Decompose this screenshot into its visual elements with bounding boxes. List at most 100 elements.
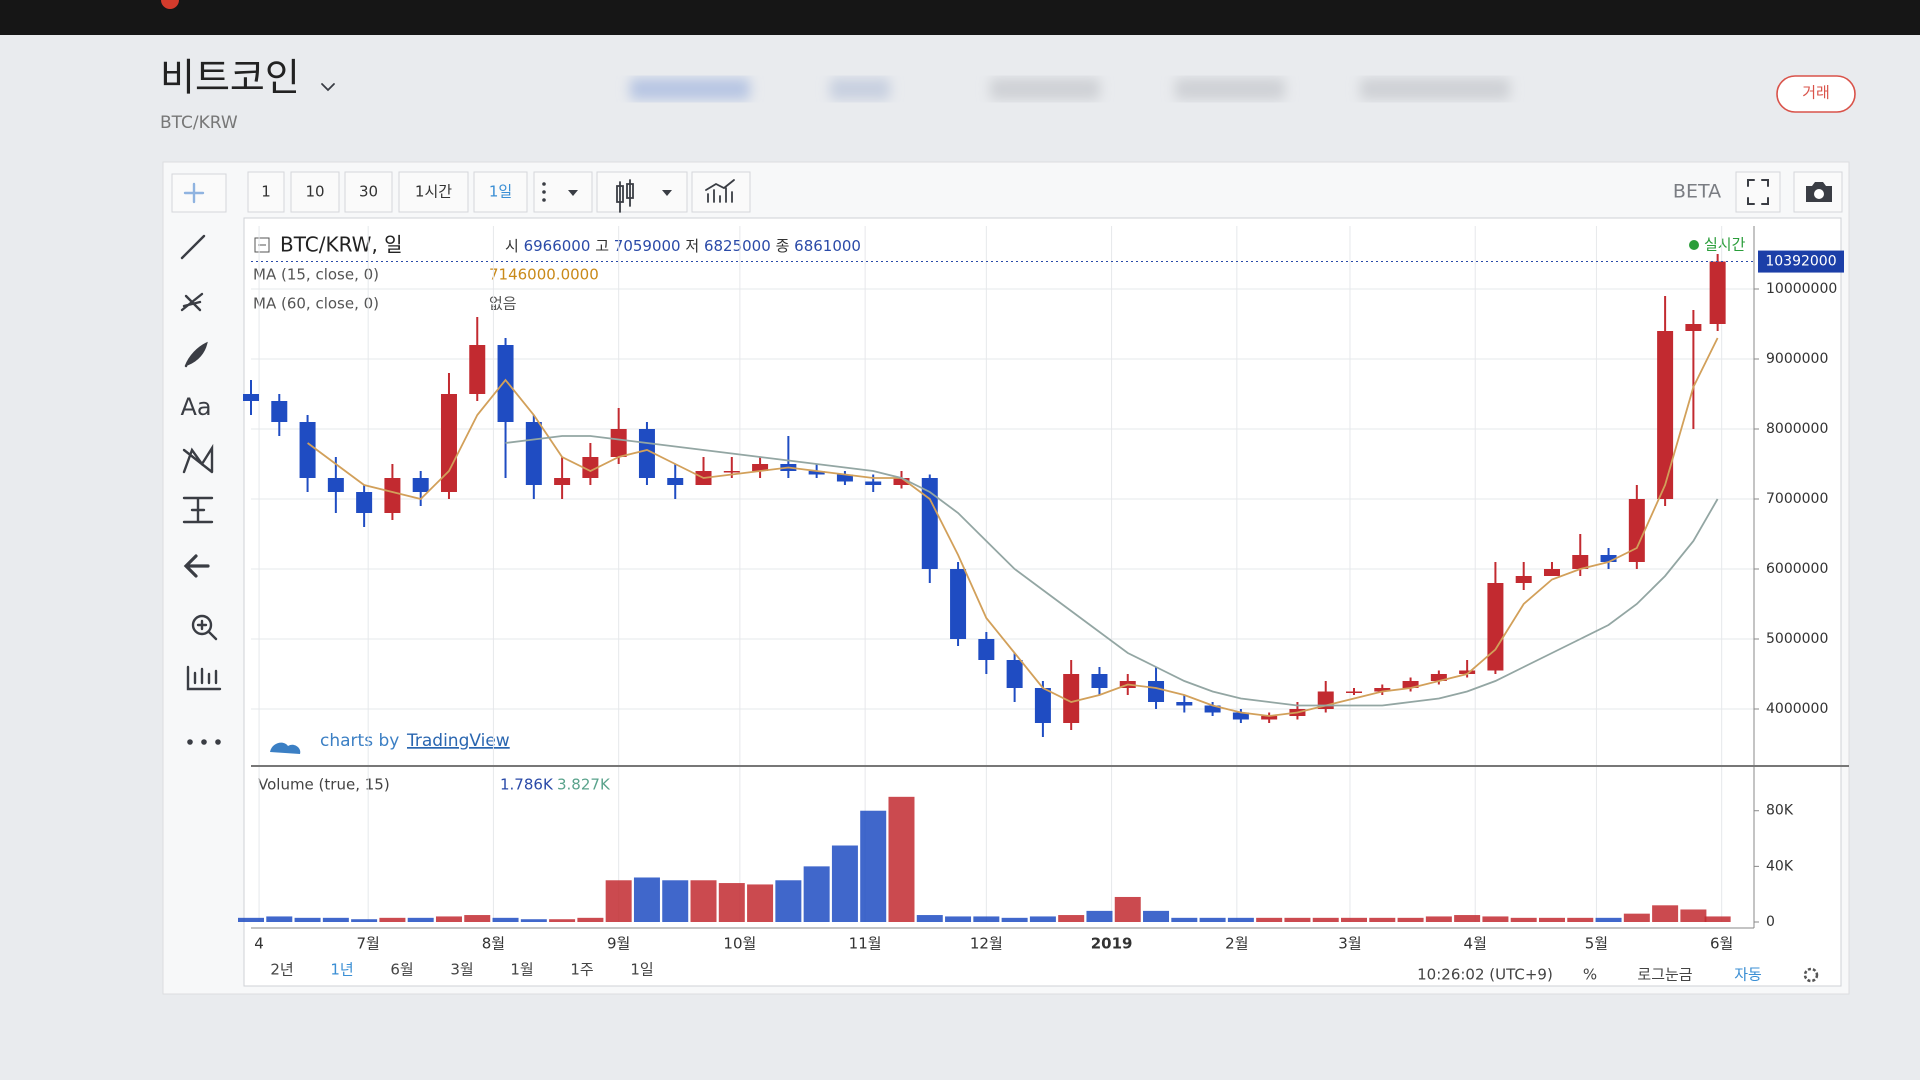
indicators[interactable] [691, 171, 751, 213]
line-tool[interactable] [180, 234, 206, 260]
interval-label[interactable]: 10 [305, 183, 324, 201]
y-tick-label: 4000000 [1766, 701, 1828, 717]
candle-body [667, 478, 684, 485]
trade-button-label[interactable]: 거래 [1802, 84, 1830, 102]
volume-bar [351, 919, 378, 922]
candle-body [1459, 670, 1476, 674]
chart-style[interactable] [596, 171, 688, 213]
zoom-tool[interactable] [191, 614, 213, 636]
volume-bar [464, 915, 491, 922]
range-button[interactable]: 6월 [390, 961, 413, 979]
fib-tool[interactable] [180, 292, 204, 312]
interval-button[interactable] [290, 171, 340, 213]
percent-toggle[interactable]: % [1583, 966, 1597, 984]
ohlc-value: 7059000 [614, 237, 681, 255]
interval-button[interactable] [398, 171, 469, 213]
candle-body [1628, 499, 1645, 562]
ohlc-label: 시 [505, 237, 519, 255]
volume-bar [1567, 917, 1594, 922]
blurred-tabs [630, 78, 1510, 100]
volume-bar [662, 880, 689, 922]
volume-bar [1086, 910, 1113, 922]
fullscreen-button[interactable] [1735, 171, 1781, 213]
candle-body [978, 639, 995, 660]
series-title: BTC/KRW, 일 [280, 233, 403, 257]
candle-body [356, 492, 373, 513]
volume-bar [1369, 917, 1396, 922]
candle-body [1176, 702, 1193, 706]
measure-tool[interactable] [182, 496, 214, 524]
x-tick-label: 8월 [482, 935, 505, 953]
range-button[interactable]: 3월 [450, 961, 473, 979]
volume-bar [973, 916, 1000, 922]
interval-label[interactable]: 1일 [489, 183, 512, 201]
volume-profile-tool[interactable] [186, 665, 222, 691]
volume-bar [294, 917, 321, 922]
more-tools[interactable] [187, 739, 193, 745]
interval-button[interactable] [247, 171, 285, 213]
clock: 10:26:02 (UTC+9) [1417, 966, 1553, 984]
range-button[interactable]: 2년 [270, 961, 293, 979]
auto-toggle[interactable]: 자동 [1734, 966, 1762, 984]
volume-bar [238, 917, 264, 922]
x-tick-label: 7월 [356, 935, 379, 953]
range-button[interactable]: 1년 [330, 961, 353, 979]
volume-bar [435, 916, 462, 922]
volume-bar [1425, 916, 1452, 922]
range-button[interactable]: 1일 [630, 961, 653, 979]
back-tool[interactable] [183, 554, 210, 578]
y-tick-label: 9000000 [1766, 351, 1828, 367]
candle-body [1261, 716, 1278, 720]
x-tick-label: 12월 [970, 935, 1003, 953]
overlay-legend-value: 없음 [489, 295, 517, 313]
moving-average-line [307, 337, 1719, 717]
pattern-tool[interactable] [182, 443, 214, 474]
volume-bar [1454, 915, 1481, 922]
last-price-label: 10392000 [1765, 254, 1836, 270]
candle-body [1600, 555, 1617, 562]
volume-bar [1623, 913, 1650, 922]
volume-bar [549, 919, 576, 922]
moving-average-line [505, 435, 1719, 707]
range-button[interactable]: 1월 [510, 961, 533, 979]
y-tick-label: 7000000 [1766, 491, 1828, 507]
log-toggle[interactable]: 로그눈금 [1637, 966, 1692, 984]
ohlc-value: 6966000 [524, 237, 591, 255]
volume-bar [520, 919, 547, 922]
candle-body [638, 429, 655, 478]
beta-label: BETA [1673, 181, 1721, 203]
brush-tool[interactable] [184, 341, 208, 368]
candle-body [808, 471, 825, 475]
collapse-toggle[interactable] [254, 237, 270, 253]
text-tool[interactable]: Aa [180, 393, 211, 421]
interval-label[interactable]: 1시간 [415, 183, 452, 201]
candle-body [469, 345, 486, 394]
interval-button[interactable] [344, 171, 393, 213]
candle-body [752, 464, 769, 471]
candle-body [327, 478, 344, 492]
branding-link[interactable]: TradingView [406, 731, 510, 751]
candle-body [723, 471, 740, 473]
interval-label[interactable]: 30 [359, 183, 378, 201]
settings-button[interactable] [1803, 967, 1819, 983]
title-chevron[interactable] [321, 83, 335, 92]
ohlc-label: 저 [685, 237, 699, 255]
volume-bar [577, 917, 604, 922]
candle-body [1543, 569, 1560, 576]
branding-prefix: charts by [320, 731, 399, 751]
y-tick-label: 6000000 [1766, 561, 1828, 577]
crosshair-icon[interactable] [183, 182, 205, 204]
candle-body [1515, 576, 1532, 583]
volume-bar [775, 880, 802, 922]
range-button[interactable]: 1주 [570, 961, 593, 979]
candle-body [1034, 688, 1051, 723]
volume-bar [1510, 917, 1537, 922]
x-tick-label: 6월 [1710, 935, 1733, 953]
interval-label[interactable]: 1 [261, 183, 271, 201]
interval-button[interactable] [473, 171, 528, 213]
trade-button[interactable] [1776, 75, 1856, 113]
tradingview-logo [270, 742, 301, 754]
volume-bar [1652, 905, 1679, 922]
